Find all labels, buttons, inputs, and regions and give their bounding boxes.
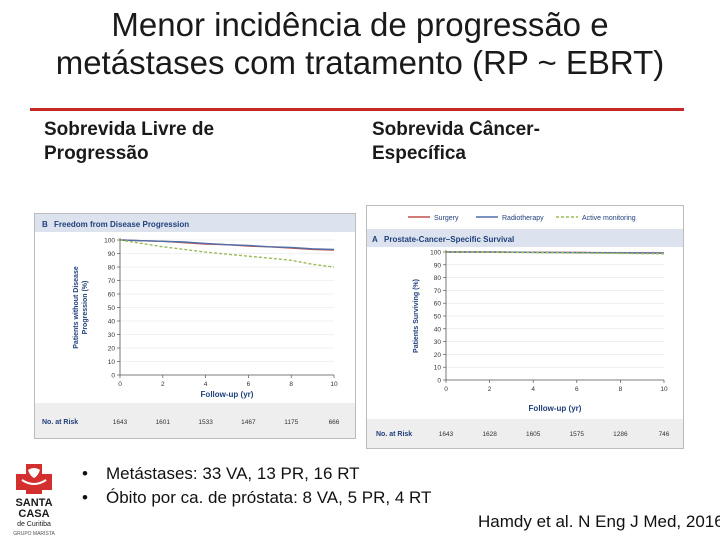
risk-count: 1286 [613,431,628,438]
legend-surgery: Surgery [434,215,459,222]
risk-count: 1467 [241,419,256,426]
x-tick-label: 8 [619,386,623,393]
legend: Surgery Radiotherapy Active monitoring [408,215,636,222]
y-tick-label: 80 [108,265,116,272]
risk-count: 1628 [482,431,497,438]
x-tick-label: 0 [118,381,122,388]
risk-band [367,419,683,448]
logo-line2: CASA [18,508,49,520]
y-tick-label: 100 [104,238,115,245]
y-tick-label: 0 [437,378,441,385]
bullet-list: Metástases: 33 VA, 13 PR, 16 RT Óbito po… [82,462,431,510]
left-heading: Sobrevida Livre de Progressão [44,119,215,164]
y-tick-label: 100 [430,250,441,257]
y-tick-label: 10 [434,365,442,372]
x-tick-label: 10 [330,381,338,388]
right-heading: Sobrevida Câncer-Específica [372,119,540,164]
risk-count: 746 [659,431,670,438]
x-tick-label: 4 [531,386,535,393]
risk-band [35,403,355,438]
risk-count: 666 [329,419,340,426]
title-rule [30,108,684,111]
series-line-active-monitoring [445,251,665,255]
legend-radiotherapy: Radiotherapy [502,215,544,222]
logo-line1: SANTA [15,497,52,509]
x-tick-label: 6 [247,381,251,388]
y-tick-label: 60 [108,292,116,299]
y-tick-label: 70 [434,288,442,295]
bullet-metastases: Metástases: 33 VA, 13 PR, 16 RT [82,462,431,486]
y-tick-label: 30 [108,332,116,339]
y-tick-label: 50 [434,314,442,321]
x-tick-label: 6 [575,386,579,393]
risk-count: 1601 [156,419,171,426]
y-tick-label: 0 [111,373,115,380]
chart-title: Freedom from Disease Progression [54,220,189,229]
y-tick-label: 90 [108,251,116,258]
legend-active-monitoring: Active monitoring [582,215,636,222]
slide-title: Menor incidência de progressão e metásta… [55,6,665,81]
risk-count: 1533 [198,419,213,426]
panel-letter: B [42,220,48,229]
chart-title-band [367,229,683,247]
risk-count: 1575 [570,431,585,438]
series-line-active-monitoring [119,239,335,268]
y-tick-label: 50 [108,305,116,312]
chart-title-band [35,214,355,232]
x-axis-label: Follow-up (yr) [529,404,582,413]
x-tick-label: 10 [660,386,668,393]
citation: Hamdy et al. N Eng J Med, 2016 [478,512,720,531]
x-tick-label: 2 [488,386,492,393]
logo-line3: de Curitiba [17,521,51,528]
y-tick-label: 10 [108,359,116,366]
cross-icon [16,464,52,494]
y-axis-label-line2: Progression (%) [82,281,89,335]
y-tick-label: 40 [434,326,442,333]
risk-label: No. at Risk [376,431,412,438]
y-axis-label: Patients Surviving (%) [413,279,420,353]
risk-label: No. at Risk [42,419,78,426]
logo-line4: GRUPO MARISTA [13,531,55,537]
cancer-specific-survival-chart: Surgery Radiotherapy Active monitoring A… [366,205,684,449]
y-tick-label: 40 [108,319,116,326]
risk-count: 1175 [284,419,298,426]
x-tick-label: 4 [204,381,208,388]
panel-letter: A [372,235,378,244]
chart-title: Prostate-Cancer–Specific Survival [384,235,514,244]
y-tick-label: 20 [108,346,116,353]
progression-free-chart: B Freedom from Disease Progression 01020… [34,213,356,439]
y-tick-label: 70 [108,278,116,285]
risk-count: 1643 [439,431,454,438]
risk-count: 1605 [526,431,541,438]
y-tick-label: 20 [434,352,442,359]
y-tick-label: 30 [434,339,442,346]
x-tick-label: 0 [444,386,448,393]
bullet-prostate-cancer-death: Óbito por ca. de próstata: 8 VA, 5 PR, 4… [82,486,431,510]
risk-count: 1643 [113,419,128,426]
y-tick-label: 60 [434,301,442,308]
x-tick-label: 2 [161,381,165,388]
y-axis-label: Patients without Disease Progression (%) [73,266,89,349]
santa-casa-logo: SANTA CASA de Curitiba GRUPO MARISTA [13,464,55,537]
x-tick-label: 8 [289,381,293,388]
x-axis-label: Follow-up (yr) [201,390,254,399]
y-tick-label: 80 [434,275,442,282]
y-tick-label: 90 [434,262,442,269]
series-line-radiotherapy [119,239,335,251]
y-axis-label-line1: Patients without Disease [73,266,80,349]
